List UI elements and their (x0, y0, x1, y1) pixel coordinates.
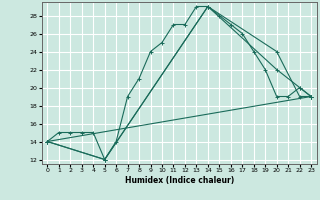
X-axis label: Humidex (Indice chaleur): Humidex (Indice chaleur) (124, 176, 234, 185)
